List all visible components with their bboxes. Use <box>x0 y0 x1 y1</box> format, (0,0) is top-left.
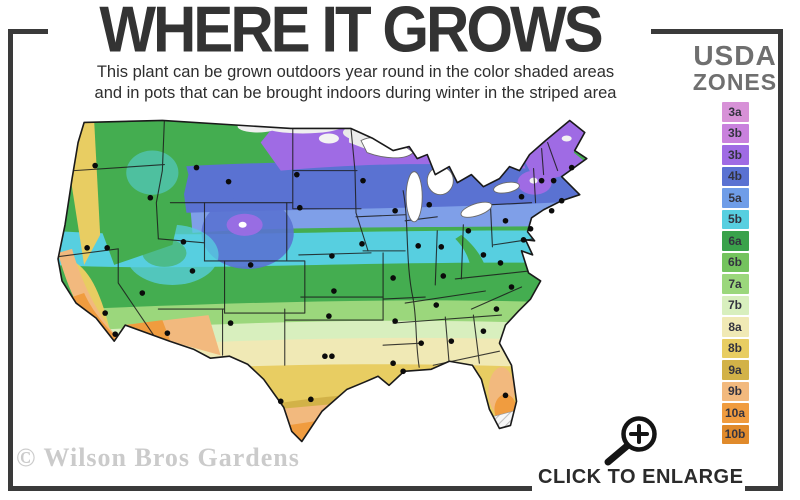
city-dot <box>392 207 398 214</box>
city-dot <box>225 178 232 185</box>
city-dot <box>329 253 335 259</box>
city-dot <box>538 177 545 184</box>
city-dot <box>326 313 332 319</box>
city-dot <box>392 318 398 324</box>
city-dot <box>480 252 487 258</box>
city-dot <box>84 245 90 251</box>
city-dot <box>180 239 187 245</box>
city-dot <box>164 330 171 336</box>
city-dot <box>102 310 108 316</box>
city-dot <box>415 243 422 249</box>
legend-swatch-list: 3a 3b 3b 4b 5a 5b 6a 6b 7a 7b 8a 8b 9a 9b 10a 10b <box>683 102 787 444</box>
zone-swatch-10a: 10a <box>721 403 749 423</box>
frame-top-right-segment <box>651 29 783 34</box>
zone-swatch-8a: 8a <box>721 317 749 337</box>
city-dot <box>550 177 557 184</box>
zone-swatch-7b: 7b <box>721 295 749 315</box>
frame-top-left-segment <box>8 29 48 34</box>
zone-swatch-10b: 10b <box>721 424 749 444</box>
zone-swatch-8b: 8b <box>721 338 749 358</box>
page-title: WHERE IT GROWS <box>99 0 603 66</box>
city-dot <box>308 396 314 403</box>
city-dot <box>418 340 425 346</box>
city-dot <box>331 288 337 294</box>
city-dot <box>92 162 98 169</box>
legend-title-zones: ZONES <box>692 69 778 95</box>
zone-swatch-6b: 6b <box>721 252 749 272</box>
city-dot <box>277 398 284 405</box>
city-dot <box>448 338 455 344</box>
city-dot <box>508 284 515 290</box>
city-dot <box>247 262 254 268</box>
zone-swatch-9a: 9a <box>721 360 749 380</box>
city-dot <box>493 306 500 312</box>
city-dot <box>502 392 509 399</box>
city-dot <box>139 290 146 296</box>
city-dot <box>329 353 335 360</box>
city-dot <box>497 260 504 266</box>
city-dot <box>548 207 555 214</box>
us-map-svg <box>57 119 588 443</box>
magnifier-plus-icon[interactable] <box>597 411 661 469</box>
zone-swatch-5b: 5b <box>721 209 749 229</box>
city-dots <box>84 162 575 405</box>
frame-bottom-right-segment <box>745 486 783 491</box>
zone-swatch-9b: 9b <box>721 381 749 401</box>
city-dot <box>147 194 154 201</box>
city-dot <box>518 193 525 200</box>
zone-swatch-3b: 3b <box>721 145 749 165</box>
zone-swatch-5a: 5a <box>721 188 749 208</box>
city-dot <box>322 353 328 360</box>
watermark: © Wilson Bros Gardens <box>16 443 300 472</box>
city-dot <box>520 237 527 243</box>
city-dot <box>227 320 234 326</box>
frame-left-border <box>8 29 13 491</box>
subtitle: This plant can be grown outdoors year ro… <box>28 62 683 104</box>
city-dot <box>558 197 565 204</box>
subtitle-line-2: and in pots that can be brought indoors … <box>94 84 617 102</box>
zone-swatch-3a: 3a <box>721 102 749 122</box>
city-dot <box>293 171 300 178</box>
city-dot <box>189 268 196 274</box>
city-dot <box>359 241 365 247</box>
zone-swatch-6a: 6a <box>721 231 749 251</box>
zone-swatch-3b: 3b <box>721 123 749 143</box>
city-dot <box>104 245 110 251</box>
usda-zones-map[interactable] <box>52 112 664 464</box>
city-dot <box>390 360 396 367</box>
city-dot <box>465 228 472 234</box>
city-dot <box>193 164 200 171</box>
city-dot <box>527 225 534 232</box>
city-dot <box>360 177 366 184</box>
zone-swatch-4b: 4b <box>721 166 749 186</box>
frame-right-border <box>778 29 783 491</box>
city-dot <box>438 244 445 250</box>
city-dot <box>390 275 396 281</box>
frame-bottom-left-segment <box>8 486 532 491</box>
city-dot <box>433 302 440 308</box>
city-dot <box>502 217 509 224</box>
city-dot <box>480 328 487 334</box>
city-dot <box>568 164 575 171</box>
us-outline <box>57 119 588 443</box>
usda-zones-legend: USDA ZONES 3a 3b 3b 4b 5a 5b 6a 6b 7a 7b 8a 8b 9a 9b 1… <box>683 42 787 446</box>
city-dot <box>400 368 406 375</box>
city-dot <box>426 201 433 208</box>
zone-swatch-7a: 7a <box>721 274 749 294</box>
click-to-enlarge-button[interactable]: CLICK TO ENLARGE <box>538 466 744 488</box>
legend-title-usda: USDA <box>693 40 777 71</box>
city-dot <box>440 273 447 279</box>
city-dot <box>112 331 119 337</box>
subtitle-line-1: This plant can be grown outdoors year ro… <box>96 63 615 81</box>
city-dot <box>297 204 303 211</box>
